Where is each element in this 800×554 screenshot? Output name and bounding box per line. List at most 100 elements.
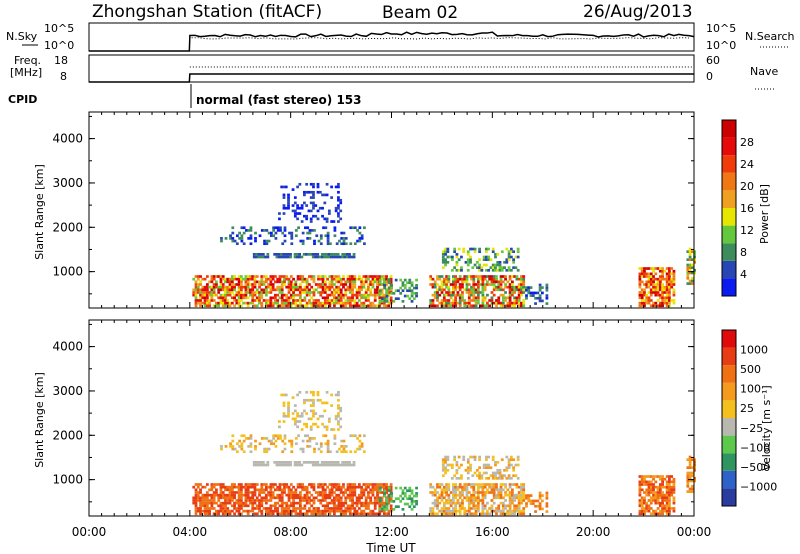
power-cell [298, 275, 302, 278]
velocity-cell [462, 458, 466, 462]
velocity-cell [394, 486, 398, 490]
velocity-cell [344, 507, 348, 510]
power-cell [688, 258, 692, 261]
velocity-cell [291, 417, 295, 421]
power-cell [481, 283, 485, 286]
power-cell [300, 255, 304, 259]
velocity-cell [296, 425, 299, 429]
velocity-cell [353, 450, 357, 454]
velocity-cell [387, 494, 391, 498]
power-cell [260, 296, 264, 300]
velocity-cell [465, 493, 469, 497]
power-cell [217, 296, 221, 300]
power-cell [289, 285, 293, 289]
velocity-cell [233, 504, 236, 508]
velocity-cell [513, 499, 517, 502]
power-cell [454, 283, 458, 286]
power-cell [456, 301, 460, 305]
power-cell [246, 288, 250, 292]
power-cell [261, 253, 265, 256]
velocity-cell [458, 496, 462, 500]
power-cell [305, 214, 309, 218]
power-cell [638, 275, 642, 278]
power-cell [488, 277, 492, 281]
power-cell [317, 304, 320, 308]
power-cell [483, 285, 487, 289]
power-cell [654, 285, 658, 289]
velocity-cell [649, 488, 653, 492]
velocity-cell [253, 483, 257, 486]
power-cell [529, 286, 533, 289]
power-cell [233, 296, 236, 300]
velocity-cell [449, 499, 453, 502]
power-cell [335, 288, 339, 292]
velocity-cell [235, 507, 239, 510]
power-cell [333, 226, 337, 230]
velocity-cell [328, 493, 332, 497]
power-cell [431, 283, 435, 286]
power-cell [436, 293, 439, 297]
power-cell [385, 283, 388, 286]
velocity-cell [325, 425, 329, 429]
power-cell [349, 226, 353, 230]
power-cell [239, 296, 243, 300]
power-cell [672, 280, 676, 284]
power-cell [292, 293, 295, 297]
power-cell [283, 239, 287, 243]
power-cell [342, 239, 346, 243]
velocity-cell [337, 496, 341, 500]
velocity-cell [332, 461, 336, 464]
velocity-cell [392, 500, 396, 503]
velocity-cell [244, 491, 248, 494]
velocity-cell [442, 496, 446, 500]
power-cell [257, 255, 261, 259]
power-cell [482, 255, 486, 259]
power-cell [656, 293, 660, 297]
velocity-cell [199, 496, 202, 500]
velocity-cell [319, 499, 323, 502]
power-cell [508, 304, 512, 308]
velocity-cell [406, 489, 409, 493]
power-cell [506, 280, 510, 284]
power-cell [470, 291, 473, 294]
velocity-cell [312, 390, 315, 394]
power-cell [508, 299, 512, 302]
velocity-cell [522, 507, 526, 510]
colorbar-tick-label: −1000 [740, 480, 777, 493]
power-cell [264, 277, 268, 281]
velocity-cell [454, 504, 458, 508]
velocity-cell [283, 447, 287, 451]
velocity-cell [314, 507, 318, 510]
power-cell [510, 285, 514, 289]
velocity-cell [203, 485, 207, 489]
power-cell [517, 288, 521, 292]
power-cell [192, 277, 196, 281]
power-cell [415, 278, 418, 282]
velocity-cell [285, 507, 289, 510]
power-cell [199, 296, 202, 300]
power-cell [364, 280, 368, 284]
velocity-cell [661, 485, 664, 489]
velocity-cell [246, 488, 250, 492]
power-cell [312, 304, 316, 308]
velocity-cell [380, 491, 384, 494]
power-cell [638, 293, 642, 297]
velocity-cell [431, 512, 435, 516]
power-cell [194, 285, 198, 289]
power-cell [668, 267, 671, 270]
power-cell [317, 299, 320, 302]
power-cell [219, 283, 223, 286]
power-cell [346, 288, 350, 292]
velocity-cell [488, 507, 492, 510]
power-cell [249, 234, 253, 238]
velocity-cell [510, 512, 514, 516]
velocity-cell [239, 507, 243, 510]
velocity-cell [212, 501, 216, 505]
velocity-cell [258, 493, 261, 497]
velocity-cell [333, 512, 336, 516]
power-cell [447, 277, 451, 281]
power-cell [317, 239, 321, 243]
power-cell [487, 268, 491, 272]
velocity-cell [308, 499, 311, 502]
power-cell [647, 299, 651, 302]
